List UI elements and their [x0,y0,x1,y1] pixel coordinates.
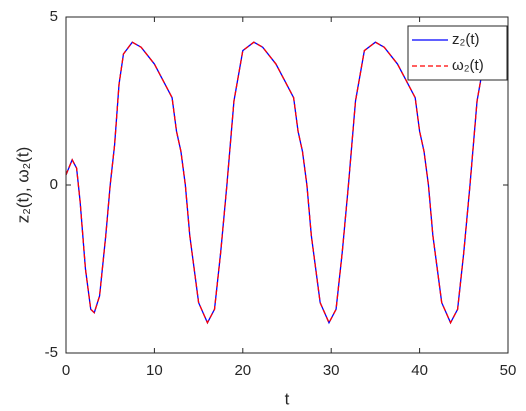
legend-box [407,25,508,81]
y-tick-label: -5 [45,344,58,361]
legend-label: ω₂(t) [452,57,484,74]
y-tick-label: 5 [50,8,58,25]
x-tick-label: 20 [234,362,251,379]
legend-label: z₂(t) [452,31,479,48]
x-tick-label: 0 [62,362,70,379]
x-tick-label: 40 [411,362,428,379]
x-tick-label: 30 [323,362,340,379]
y-tick-label: 0 [50,176,58,193]
x-axis-label: t [285,389,290,408]
series-line [65,41,509,325]
y-axis-label: z₂(t), ω₂(t) [13,147,32,224]
plot-frame [65,16,509,354]
x-tick-label: 10 [146,362,163,379]
x-tick-label: 50 [500,362,517,379]
